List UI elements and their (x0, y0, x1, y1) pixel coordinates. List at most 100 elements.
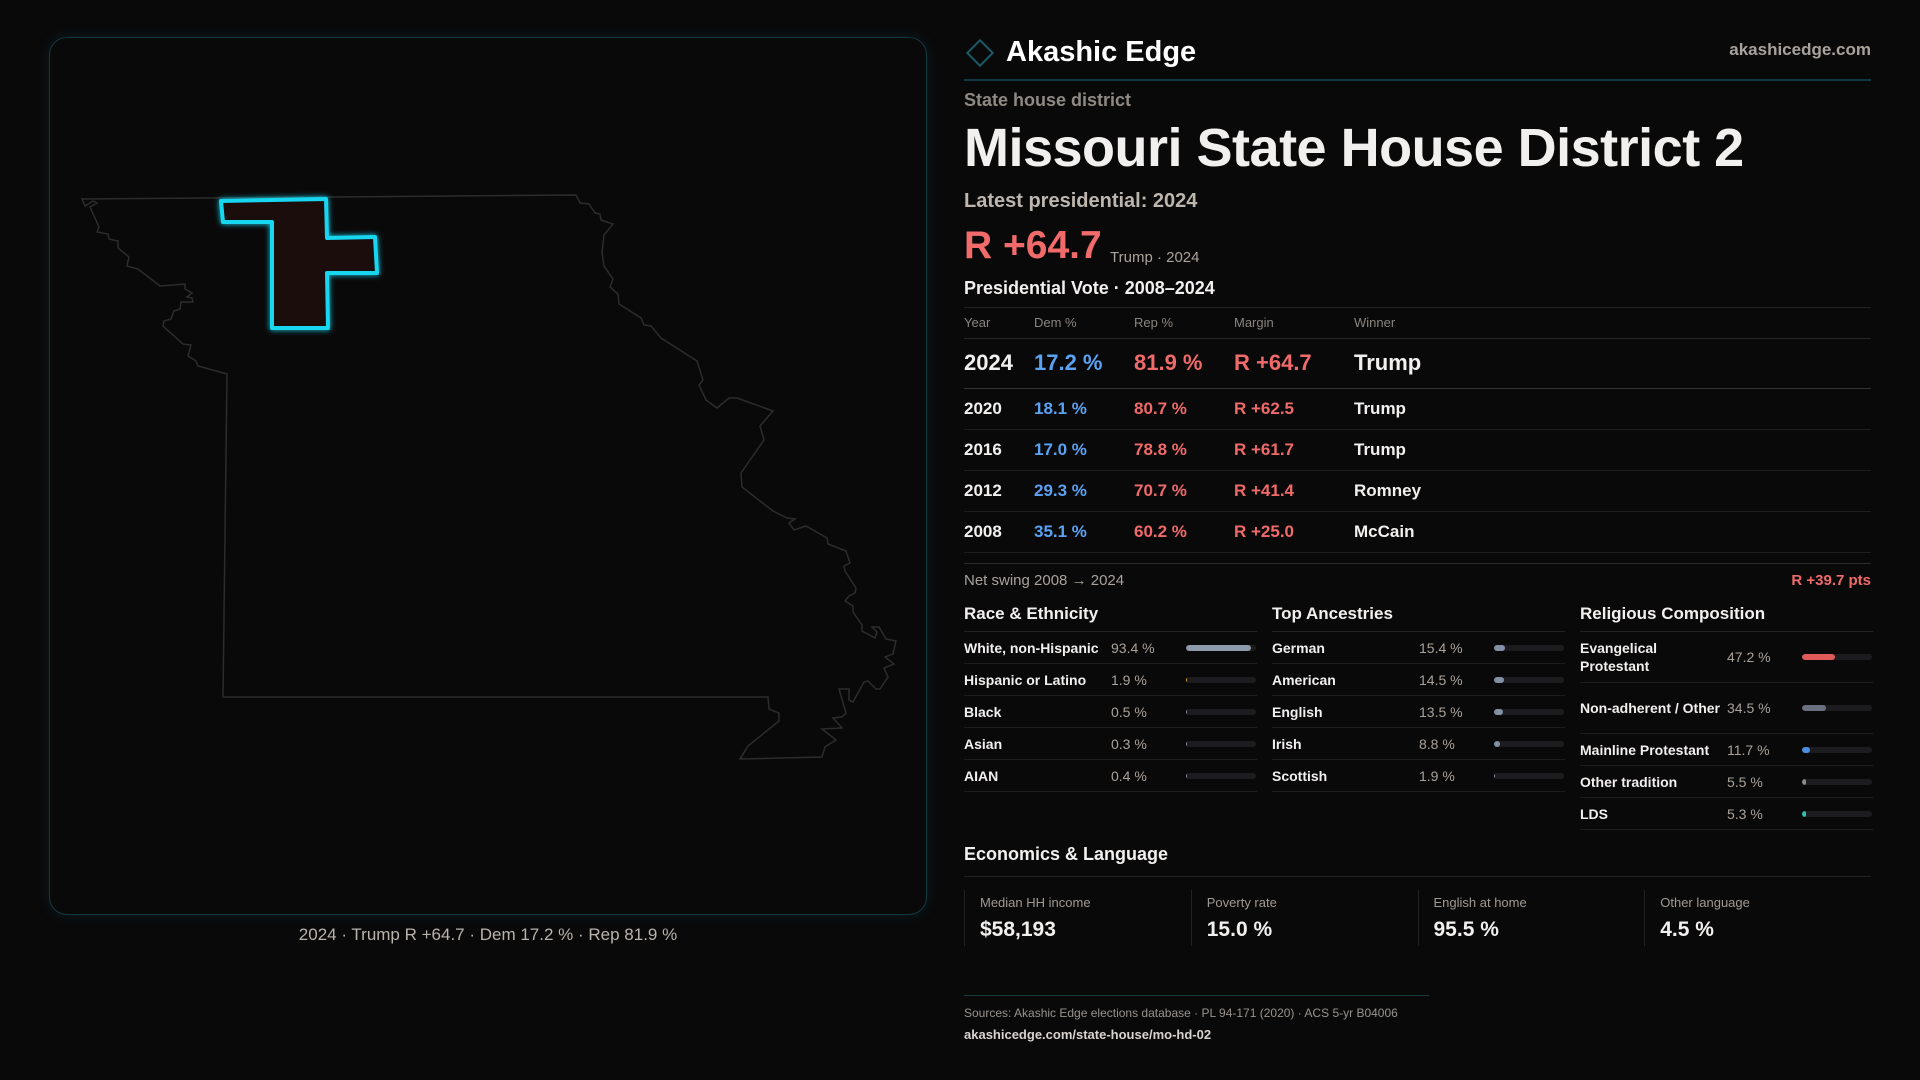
cell-rep: 70.7 % (1134, 470, 1234, 512)
stat-card-value: 95.5 % (1433, 918, 1499, 941)
stat-row: English 13.5 % (1272, 696, 1565, 728)
stat-card-label: Median HH income (980, 895, 1091, 910)
diamond-outline-icon (965, 38, 995, 67)
stat-value: 0.4 % (1111, 767, 1147, 784)
stat-bar-fill (1802, 810, 1806, 817)
stat-bar-fill (1186, 708, 1188, 715)
page-title: Missouri State House District 2 (964, 118, 1744, 178)
cell-rep: 81.9 % (1134, 338, 1234, 389)
stat-card: Median HH income $58,193 (964, 890, 1191, 946)
stat-bar-fill (1186, 772, 1188, 779)
cell-dem: 17.0 % (1034, 429, 1134, 471)
table-row: 2024 17.2 % 81.9 % R +64.7 Trump (964, 338, 1871, 389)
stat-bar-fill (1802, 654, 1836, 660)
stat-label: German (1272, 639, 1325, 656)
cell-year: 2024 (964, 338, 1034, 389)
cell-year: 2008 (964, 511, 1034, 553)
stat-bar (1186, 708, 1256, 715)
stat-value: 47.2 % (1727, 649, 1771, 665)
stat-label: Non-adherent / Other (1580, 700, 1721, 716)
net-swing-label: Net swing 2008 → 2024 (964, 572, 1125, 589)
stat-row: American 14.5 % (1272, 664, 1565, 696)
demographics: Race & Ethnicity White, non-Hispanic 93.4 … (964, 602, 1873, 842)
stat-bar (1494, 708, 1564, 715)
col-margin: Margin (1234, 308, 1354, 339)
presidential-table: Year Dem % Rep % Margin Winner 2024 17.2 … (964, 308, 1871, 553)
section-title: Top Ancestries (1272, 602, 1565, 632)
col-year: Year (964, 308, 1034, 339)
divider (964, 307, 1871, 308)
section-title: Race & Ethnicity (964, 602, 1257, 632)
map-panel[interactable] (49, 37, 927, 915)
stat-value: 1.9 % (1419, 767, 1455, 784)
sources: Sources: Akashic Edge elections database… (964, 1006, 1398, 1020)
stat-bar (1186, 740, 1256, 747)
cell-margin: R +25.0 (1234, 511, 1354, 553)
stat-card-value: 4.5 % (1660, 918, 1714, 941)
district-highlight[interactable] (219, 197, 379, 330)
stat-bar (1186, 772, 1256, 779)
cell-margin: R +62.5 (1234, 388, 1354, 430)
stat-label: Irish (1272, 735, 1302, 752)
cell-dem: 29.3 % (1034, 470, 1134, 512)
stat-row: Black 0.5 % (964, 696, 1257, 728)
stat-card-label: English at home (1433, 895, 1527, 910)
stat-row: German 15.4 % (1272, 632, 1565, 664)
stat-value: 93.4 % (1111, 639, 1155, 656)
latest-margin-sub: Trump · 2024 (1110, 249, 1200, 266)
stat-bar-fill (1494, 708, 1504, 715)
stat-label: Asian (964, 735, 1003, 752)
stat-row: Hispanic or Latino 1.9 % (964, 664, 1257, 696)
cell-winner: Trump (1354, 388, 1871, 430)
col-dem: Dem % (1034, 308, 1134, 339)
footer-divider (964, 995, 1429, 996)
stat-row: LDS 5.3 % (1580, 798, 1873, 830)
stat-row: Scottish 1.9 % (1272, 760, 1565, 792)
stat-bar-fill (1494, 644, 1505, 651)
economics-stats: Median HH income $58,193 Poverty rate 15.0 … (964, 890, 1871, 946)
stat-value: 0.5 % (1111, 703, 1147, 720)
table-row: 2012 29.3 % 70.7 % R +41.4 Romney (964, 470, 1871, 512)
stat-value: 15.4 % (1419, 639, 1463, 656)
stat-value: 5.3 % (1727, 805, 1763, 822)
stat-bar (1494, 644, 1564, 651)
latest-presidential: Latest presidential: 2024 (964, 190, 1198, 212)
latest-margin: R +64.7 (964, 224, 1102, 267)
presidential-title: Presidential Vote · 2008–2024 (964, 278, 1215, 298)
state-outline (80, 194, 897, 760)
map-caption: 2024 · Trump R +64.7 · Dem 17.2 % · Rep … (298, 925, 678, 944)
col-rep: Rep % (1134, 308, 1234, 339)
cell-dem: 35.1 % (1034, 511, 1134, 553)
stat-bar (1494, 676, 1564, 683)
cell-winner: McCain (1354, 511, 1871, 553)
cell-winner: Trump (1354, 429, 1871, 471)
stat-bar (1186, 644, 1256, 651)
table-row: 2008 35.1 % 60.2 % R +25.0 McCain (964, 511, 1871, 553)
page-url[interactable]: akashicedge.com/state-house/mo-hd-02 (964, 1027, 1212, 1042)
stat-value: 0.3 % (1111, 735, 1147, 752)
stat-row: White, non-Hispanic 93.4 % (964, 632, 1257, 664)
cell-year: 2020 (964, 388, 1034, 430)
stat-label: LDS (1580, 805, 1608, 822)
brand-logo[interactable]: Akashic Edge (964, 36, 1196, 69)
stat-bar-fill (1494, 772, 1496, 779)
stat-row: Mainline Protestant 11.7 % (1580, 734, 1873, 766)
stat-card-label: Poverty rate (1206, 895, 1277, 910)
cell-winner: Romney (1354, 470, 1871, 512)
col-winner: Winner (1354, 308, 1871, 339)
stat-row: Asian 0.3 % (964, 728, 1257, 760)
table-row: 2020 18.1 % 80.7 % R +62.5 Trump (964, 388, 1871, 430)
cell-year: 2012 (964, 470, 1034, 512)
stat-row: Irish 8.8 % (1272, 728, 1565, 760)
site-link[interactable]: akashicedge.com (1729, 40, 1871, 59)
stat-label: American (1272, 671, 1336, 688)
net-swing-value: R +39.7 pts (1791, 572, 1871, 589)
brand-name: Akashic Edge (1006, 36, 1197, 68)
stat-bar (1802, 746, 1872, 753)
section-title: Religious Composition (1580, 602, 1873, 632)
stat-label: English (1272, 703, 1323, 720)
section-0: Race & Ethnicity White, non-Hispanic 93.4 … (964, 602, 1257, 792)
stat-bar (1802, 778, 1872, 785)
stat-bar-fill (1186, 740, 1188, 747)
